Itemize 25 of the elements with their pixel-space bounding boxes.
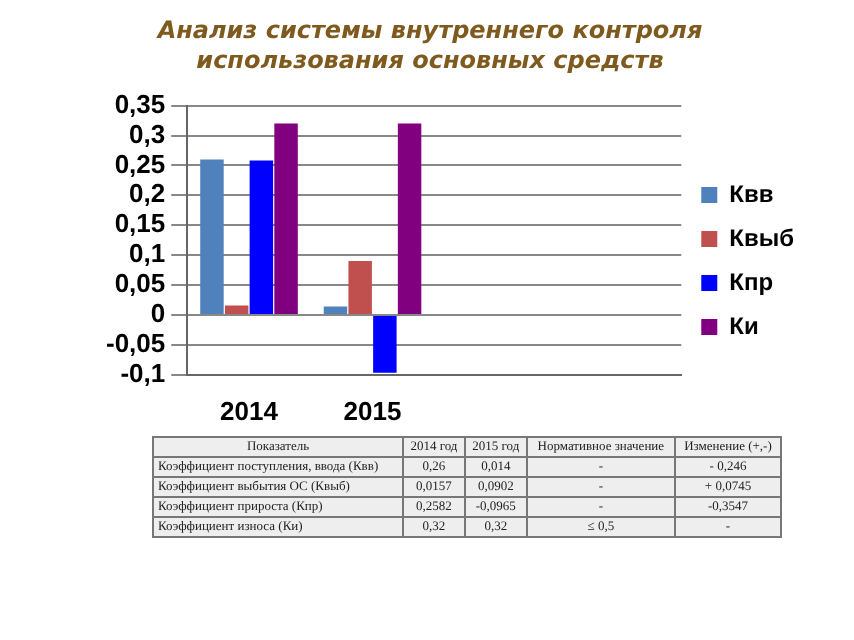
bar [397, 123, 422, 314]
y-tick-label: -0,1 [120, 357, 166, 388]
y-tick-label: 0,05 [114, 268, 166, 299]
x-tick-label: 2014 [220, 395, 280, 426]
y-tick-label: 0,2 [129, 178, 166, 209]
legend-label: Кпр [729, 267, 774, 296]
bar [373, 315, 397, 373]
chart-title: Анализ системы внутреннего контроля использования основных средств [154, 16, 705, 76]
bar [348, 261, 372, 314]
legend-label: Ки [729, 311, 759, 340]
y-tick-label: 0,3 [129, 118, 166, 149]
y-tick-label: 0,1 [129, 238, 166, 269]
legend-label: Квв [729, 179, 774, 208]
legend-label: Квыб [729, 223, 795, 252]
y-tick-label: 0,35 [114, 88, 166, 119]
bar [323, 306, 348, 314]
x-tick-label: 2015 [343, 395, 402, 426]
bar [249, 160, 274, 314]
y-tick-label: 0,15 [114, 208, 166, 239]
y-tick-label: 0 [150, 298, 166, 329]
bar [274, 123, 298, 314]
y-tick-label: 0,25 [114, 148, 166, 179]
y-tick-label: -0,05 [105, 328, 166, 359]
bar [224, 305, 249, 314]
bar [200, 159, 224, 314]
